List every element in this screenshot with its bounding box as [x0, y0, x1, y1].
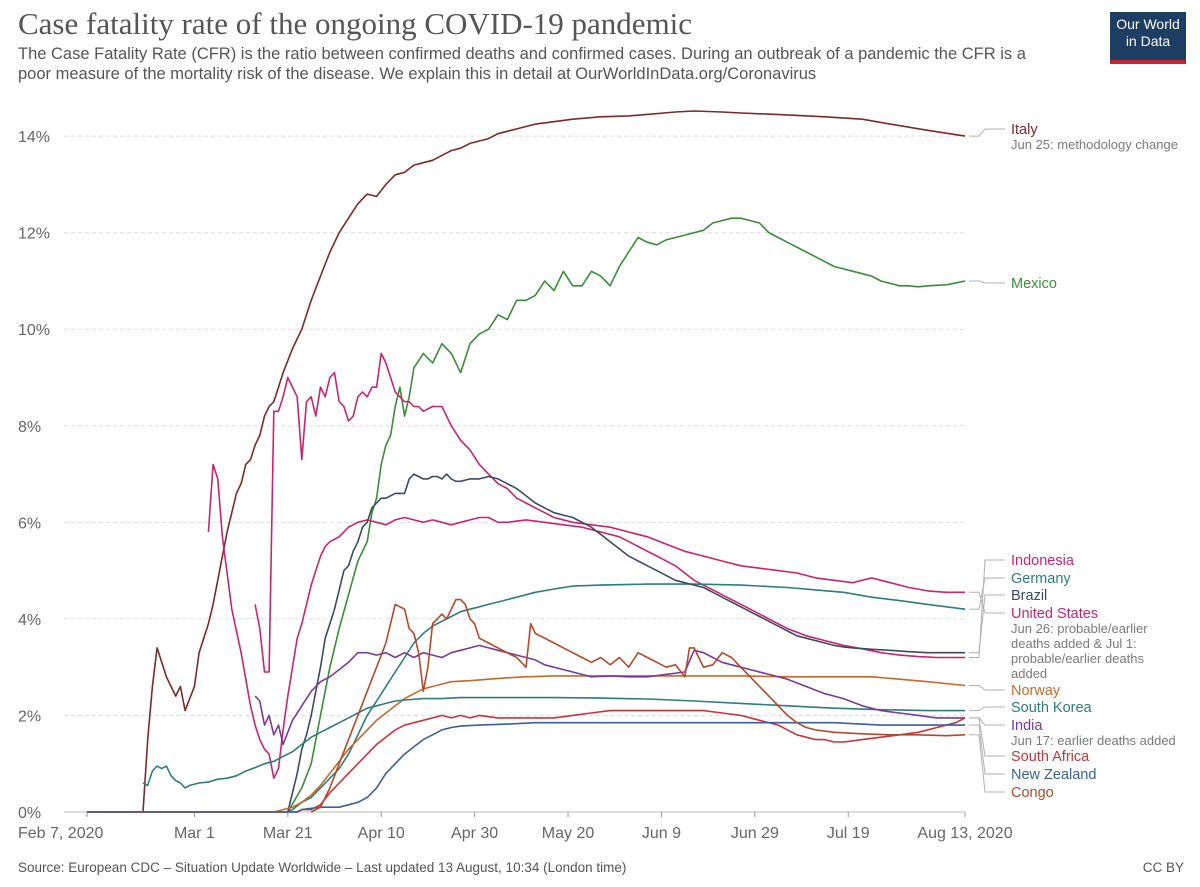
series-label-germany: Germany — [1011, 571, 1071, 587]
series-line-south-africa — [87, 709, 966, 813]
series-label-united-states: United States — [1011, 606, 1098, 622]
label-connector — [969, 128, 1005, 137]
x-tick-label: Jun 9 — [642, 825, 681, 842]
series-label-india: India — [1011, 718, 1043, 734]
x-tick-label: Mar 21 — [263, 825, 313, 842]
series-line-south-korea — [142, 696, 965, 789]
series-line-indonesia — [207, 463, 965, 779]
x-tick-label: Apr 30 — [451, 825, 498, 842]
label-connector — [969, 280, 1005, 284]
series-line-brazil — [287, 473, 965, 813]
annotation-note: Jun 25: methodology change — [1011, 137, 1178, 152]
label-connector — [969, 734, 1005, 793]
series-label-congo: Congo — [1011, 785, 1054, 801]
series-label-south-korea: South Korea — [1011, 700, 1093, 716]
label-connector — [969, 706, 1005, 712]
series-line-united-states — [254, 352, 965, 673]
x-tick-label: Mar 1 — [174, 825, 215, 842]
series-label-new-zealand: New Zealand — [1011, 767, 1096, 783]
x-tick-label: Aug 13, 2020 — [917, 825, 1012, 842]
label-connector — [969, 559, 1005, 658]
source-note[interactable]: Source: European CDC – Situation Update … — [18, 860, 627, 875]
x-tick-label: Apr 10 — [358, 825, 405, 842]
annotation-note: Jun 26: probable/earlier — [1011, 621, 1148, 636]
x-tick-label: Jul 19 — [827, 825, 870, 842]
annotation-note: deaths added & Jul 1: — [1011, 636, 1137, 651]
y-tick-label: 0% — [18, 805, 41, 822]
annotation-note: added — [1011, 666, 1047, 681]
label-connector — [969, 577, 1005, 610]
axes: 0% 2% 4% 6% 8% 10% 12% 14% Feb 7, 2020 Mar 1 Mar 2… — [18, 129, 1013, 842]
label-connector — [969, 717, 1005, 757]
chart-subtitle: The Case Fatality Rate (CFR) is the rati… — [18, 45, 1026, 83]
label-connector — [969, 724, 1005, 775]
series-line-mexico — [287, 217, 966, 813]
annotation-note: Jun 17: earlier deaths added — [1011, 733, 1176, 748]
series-line-congo — [310, 598, 966, 813]
x-tick-label: May 20 — [542, 825, 595, 842]
label-connector — [969, 594, 1005, 654]
series-label-south-africa: South Africa — [1011, 749, 1090, 765]
series-label-brazil: Brazil — [1011, 588, 1047, 604]
license-label[interactable]: CC BY — [1142, 860, 1184, 875]
y-tick-label: 14% — [18, 129, 50, 146]
label-connector — [969, 717, 1005, 726]
label-connector — [969, 685, 1005, 691]
series-label-norway: Norway — [1011, 683, 1061, 699]
y-tick-label: 10% — [18, 322, 50, 339]
series-label-italy: Italy — [1011, 122, 1038, 138]
y-tick-label: 8% — [18, 419, 41, 436]
y-tick-label: 2% — [18, 708, 41, 725]
series-label-mexico: Mexico — [1011, 276, 1057, 292]
y-tick-label: 4% — [18, 612, 41, 629]
annotation-note: probable/earlier deaths — [1011, 651, 1144, 666]
y-tick-label: 12% — [18, 226, 50, 243]
series-line-italy — [87, 110, 966, 813]
chart-title: Case fatality rate of the ongoing COVID-… — [18, 6, 693, 41]
logo-line-1: Our World — [1116, 16, 1180, 32]
gridlines — [64, 135, 965, 813]
owid-logo[interactable]: Our World in Data — [1110, 12, 1186, 64]
x-tick-label: Jun 29 — [731, 825, 779, 842]
x-tick-label: Feb 7, 2020 — [18, 825, 104, 842]
label-connector — [969, 591, 1005, 614]
y-tick-label: 6% — [18, 515, 41, 532]
series-line-new-zealand — [87, 721, 965, 813]
logo-line-2: in Data — [1125, 33, 1171, 49]
series-line-india — [254, 644, 965, 746]
series-lines — [87, 110, 966, 813]
series-label-indonesia: Indonesia — [1011, 553, 1075, 569]
